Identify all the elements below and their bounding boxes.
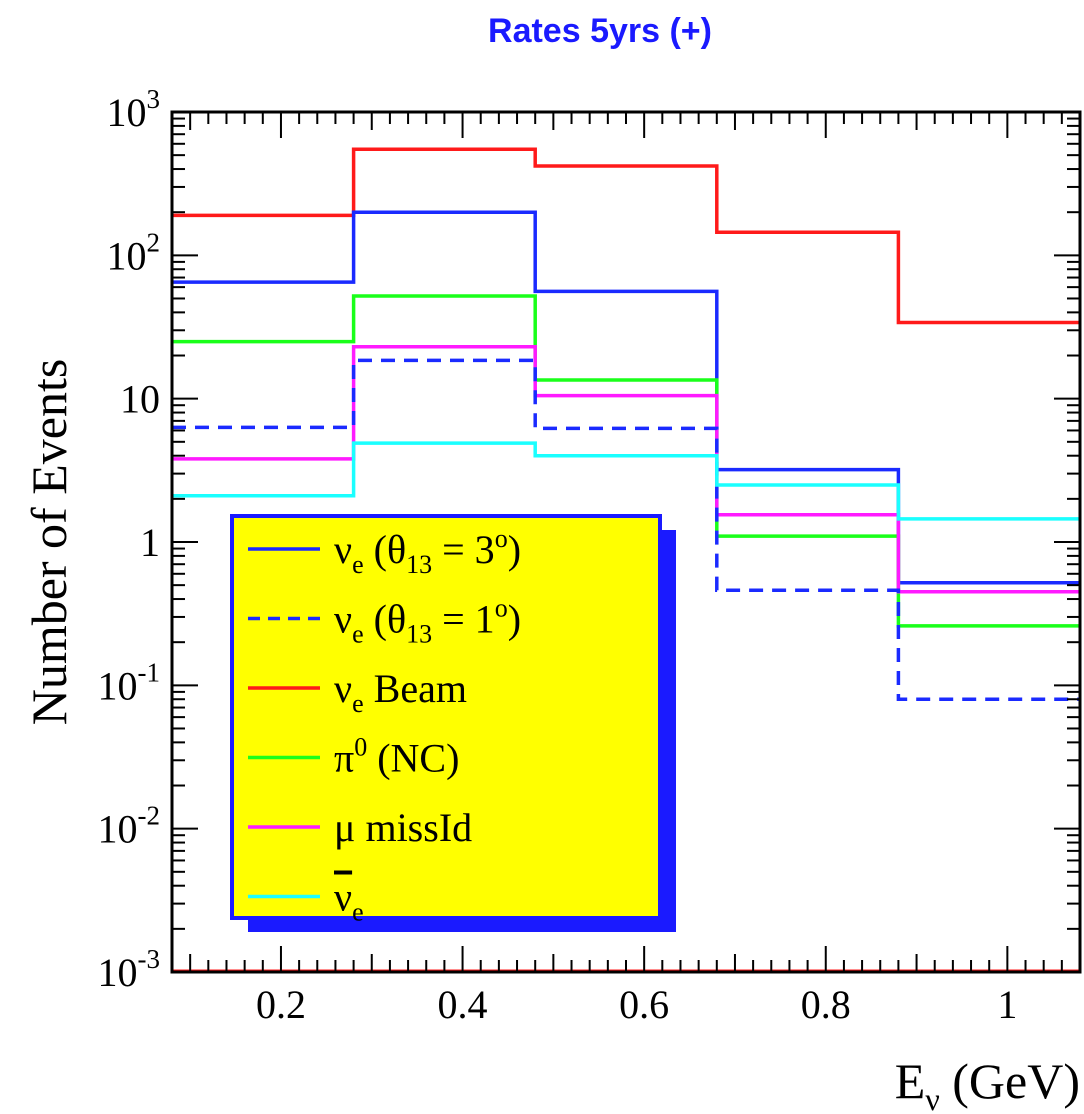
legend-symbol: ν [334,597,352,642]
legend-superscript: o [495,524,508,553]
legend-symbol: μ [334,805,355,850]
legend-text: = 1 [432,597,495,642]
axes: 0.2 0.4 0.6 0.8 110-310-210-1110102103Number… [21,84,1082,1114]
legend-text: missId [355,805,472,850]
y-axis-label: Number of Events [21,359,77,726]
x-axis-label-main: E [895,1053,926,1109]
chart-title: Rates 5yrs (+) [488,12,712,50]
y-tick-base: 10 [107,233,147,278]
legend-subscript: e [352,620,364,649]
legend-subscript: 13 [406,620,432,649]
legend-box [230,514,662,920]
x-tick-label: 0.8 [801,982,851,1027]
y-tick-label: 102 [107,227,161,278]
y-tick-base: 1 [140,520,160,565]
legend-text: ) [508,597,521,642]
x-axis-label-subscript: ν [925,1081,939,1114]
legend-label-nue_beam: νe Beam [334,666,467,718]
x-tick-label: 1 [997,982,1017,1027]
legend-symbol: π [334,736,354,781]
series-nue_beam-line [172,147,1080,325]
legend-symbol: ν [334,666,352,711]
y-tick-label: 103 [107,84,161,135]
y-tick-label: 10 [120,377,160,422]
legend-subscript: 13 [406,550,432,579]
y-tick-base: 10 [98,663,138,708]
legend-superscript: o [495,594,508,623]
y-tick-exponent: 3 [147,84,161,114]
legend-text: (θ [364,527,406,572]
x-tick-label: 0.6 [619,982,669,1027]
y-tick-exponent: -1 [138,657,161,687]
legend-text: Beam [364,666,467,711]
y-tick-base: 10 [107,90,147,135]
legend-label-mu: μ missId [334,805,472,850]
y-tick-label: 10-3 [98,944,161,995]
legend-subscript: e [352,898,364,927]
legend-label-pi0: π0 (NC) [334,733,459,781]
x-axis-label-unit: (GeV) [940,1053,1080,1109]
legend-text: ) [508,527,521,572]
legend-text: (θ [364,597,406,642]
x-tick-label: 0.2 [256,982,306,1027]
y-tick-label: 1 [140,520,160,565]
legend-superscript: 0 [354,733,367,762]
legend-subscript: e [352,689,364,718]
y-tick-exponent: -2 [138,801,161,831]
y-tick-base: 10 [120,377,160,422]
legend-label-nue_t1: νe (θ13 = 1o) [334,594,521,649]
legend-text: = 3 [432,527,495,572]
legend-symbol: ν [334,875,352,920]
x-tick-label: 0.4 [438,982,488,1027]
y-tick-base: 10 [98,950,138,995]
legend-label-nue_t3: νe (θ13 = 3o) [334,524,521,579]
y-tick-exponent: -3 [138,944,161,974]
series-antinue-line [172,441,1080,521]
series-nue_t1-line [172,358,1080,701]
legend-text: (NC) [367,736,459,781]
y-tick-label: 10-1 [98,657,161,708]
y-tick-label: 10-2 [98,801,161,852]
y-tick-base: 10 [98,807,138,852]
legend-label-antinue: νe [334,875,364,927]
legend-symbol: ν [334,527,352,572]
series-mu-line [172,345,1080,594]
legend-subscript: e [352,550,364,579]
x-axis-label: Eν (GeV) [895,1053,1080,1114]
y-tick-exponent: 2 [147,227,161,257]
